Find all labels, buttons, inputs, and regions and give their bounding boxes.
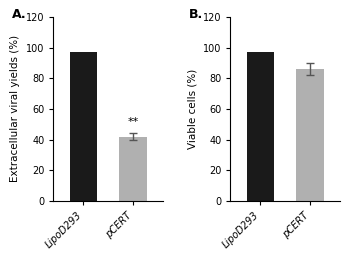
Text: A.: A. — [12, 8, 26, 21]
Y-axis label: Viable cells (%): Viable cells (%) — [187, 69, 197, 149]
Bar — [70, 52, 97, 201]
Text: B.: B. — [189, 8, 203, 21]
Text: **: ** — [128, 117, 139, 126]
Bar — [247, 52, 274, 201]
Bar — [119, 136, 147, 201]
Bar — [296, 69, 324, 201]
Y-axis label: Extracellular viral yields (%): Extracellular viral yields (%) — [10, 35, 20, 182]
